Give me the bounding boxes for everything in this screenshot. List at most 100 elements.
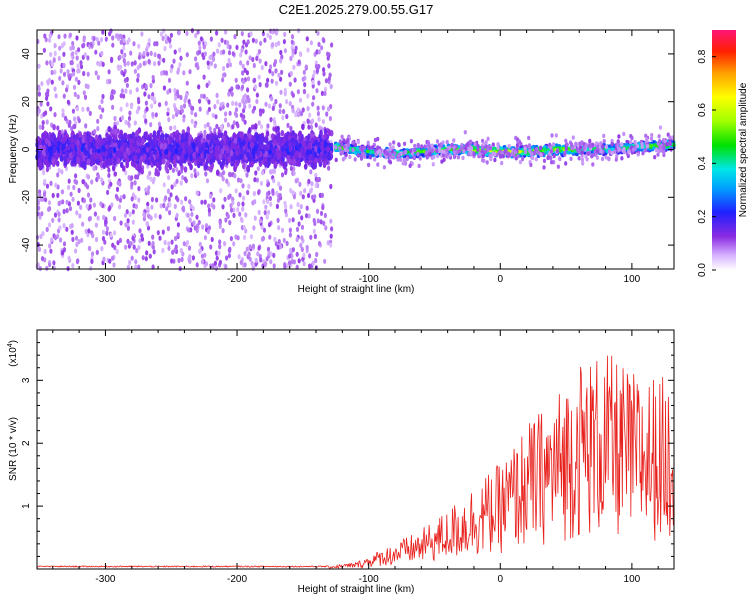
noise-speck <box>239 216 243 222</box>
noise-speck <box>53 86 57 92</box>
noise-speck <box>179 94 183 101</box>
noise-speck <box>298 152 302 159</box>
noise-speck <box>113 171 117 177</box>
noise-speck <box>254 257 258 263</box>
noise-speck <box>185 80 189 86</box>
noise-speck <box>162 85 166 91</box>
noise-speck <box>305 205 309 211</box>
noise-speck <box>137 264 141 270</box>
noise-speck <box>279 89 283 95</box>
noise-speck <box>284 134 289 141</box>
noise-speck <box>84 123 88 129</box>
noise-speck <box>285 99 289 105</box>
noise-speck <box>84 83 88 89</box>
noise-speck <box>74 173 78 179</box>
noise-speck <box>47 77 52 83</box>
noise-speck <box>46 101 50 107</box>
noise-speck <box>312 217 316 224</box>
noise-speck <box>307 124 311 130</box>
noise-speck <box>288 81 292 87</box>
noise-speck <box>152 61 157 67</box>
noise-speck <box>284 208 288 214</box>
noise-speck <box>198 45 202 51</box>
noise-speck <box>61 189 65 195</box>
noise-speck <box>147 136 152 143</box>
noise-speck <box>175 89 179 95</box>
noise-speck <box>257 209 261 215</box>
noise-speck <box>267 209 271 215</box>
noise-speck <box>259 111 263 117</box>
noise-speck <box>109 159 113 166</box>
noise-speck <box>146 141 151 149</box>
noise-speck <box>161 229 165 235</box>
noise-speck <box>151 244 155 250</box>
noise-speck <box>317 116 321 122</box>
noise-speck <box>83 52 87 58</box>
noise-speck <box>232 212 236 218</box>
noise-speck <box>75 55 79 61</box>
noise-speck <box>77 118 81 124</box>
noise-speck <box>200 253 204 259</box>
noise-speck <box>319 219 323 225</box>
noise-speck <box>307 192 311 199</box>
noise-speck <box>164 70 168 76</box>
noise-speck <box>270 78 274 84</box>
noise-speck <box>300 215 304 221</box>
noise-speck <box>256 251 260 257</box>
noise-speck <box>86 106 90 112</box>
noise-speck <box>131 209 135 215</box>
noise-speck <box>208 55 212 61</box>
noise-speck <box>315 251 319 258</box>
noise-speck <box>137 186 141 192</box>
noise-speck <box>167 77 172 83</box>
noise-speck <box>309 234 313 240</box>
noise-speck <box>59 68 63 74</box>
noise-speck <box>296 107 300 113</box>
noise-speck <box>311 260 315 266</box>
noise-speck <box>135 87 139 93</box>
noise-speck <box>107 126 111 133</box>
noise-speck <box>112 262 116 268</box>
noise-speck <box>195 190 199 196</box>
noise-speck <box>38 124 42 130</box>
noise-speck <box>146 225 151 231</box>
noise-speck <box>187 98 191 105</box>
noise-speck <box>188 199 192 205</box>
noise-speck <box>74 179 79 185</box>
noise-speck <box>158 235 162 241</box>
noise-speck <box>169 125 173 131</box>
noise-speck <box>215 92 219 98</box>
noise-speck <box>274 160 278 168</box>
noise-speck <box>152 249 156 255</box>
noise-speck <box>306 47 310 53</box>
noise-speck <box>247 97 251 104</box>
noise-speck <box>275 203 279 209</box>
noise-speck <box>48 37 52 43</box>
noise-speck <box>113 230 117 236</box>
noise-speck <box>137 197 141 203</box>
noise-speck <box>330 42 334 48</box>
noise-speck <box>131 192 135 198</box>
noise-speck <box>212 197 216 203</box>
noise-speck <box>297 59 301 65</box>
noise-speck <box>50 69 54 76</box>
noise-speck <box>234 101 238 107</box>
noise-speck <box>149 122 153 128</box>
noise-speck <box>112 89 116 95</box>
noise-speck <box>308 112 312 118</box>
noise-speck <box>323 153 328 160</box>
noise-speck <box>172 258 176 264</box>
noise-speck <box>267 190 271 196</box>
noise-speck <box>235 44 239 51</box>
noise-speck <box>43 33 47 39</box>
noise-speck <box>53 212 58 218</box>
noise-speck <box>151 111 155 118</box>
noise-speck <box>255 177 259 183</box>
noise-speck <box>179 180 183 186</box>
noise-speck <box>187 258 192 264</box>
noise-speck <box>129 137 133 145</box>
noise-speck <box>49 248 53 254</box>
noise-speck <box>96 60 100 66</box>
noise-speck <box>169 32 173 38</box>
